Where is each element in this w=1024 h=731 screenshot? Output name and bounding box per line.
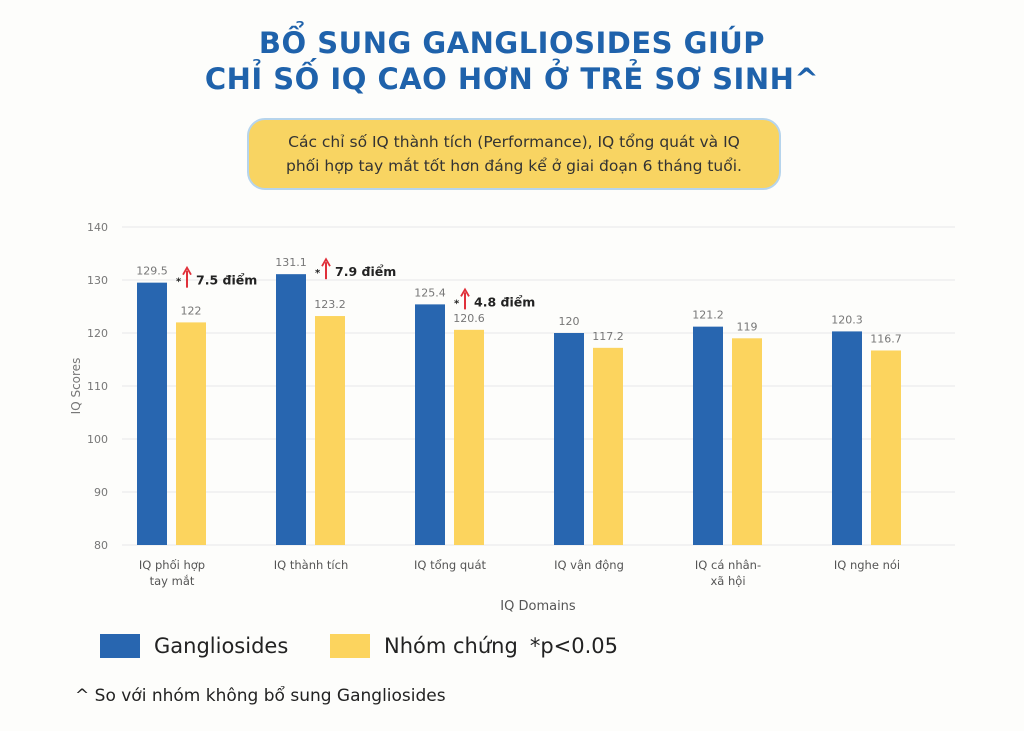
- legend-item-gangliosides: Gangliosides: [100, 634, 288, 658]
- data-label: 131.1: [275, 256, 307, 269]
- y-axis-title: IQ Scores: [69, 358, 83, 415]
- x-tick-label: IQ vận động: [554, 558, 624, 572]
- callout-line-2: phối hợp tay mắt tốt hơn đáng kể ở giai …: [286, 157, 742, 175]
- x-tick-label: xã hội: [710, 574, 745, 588]
- up-arrow-icon-head: [182, 265, 192, 276]
- bar-gangliosides: [415, 304, 445, 545]
- legend-swatch-yellow: [330, 634, 370, 658]
- legend-label: Nhóm chứng: [384, 634, 518, 658]
- data-label: 120.3: [831, 313, 863, 326]
- difference-annotation: 4.8 điểm: [474, 294, 535, 309]
- data-label: 117.2: [592, 330, 624, 343]
- x-axis-title: IQ Domains: [500, 599, 576, 614]
- significance-marker: *: [315, 268, 321, 279]
- bar-control: [454, 329, 484, 545]
- y-tick-label: 80: [94, 539, 108, 552]
- data-label: 121.2: [692, 309, 724, 322]
- bar-gangliosides: [554, 333, 584, 545]
- legend-label: Gangliosides: [154, 634, 289, 658]
- bar-control: [732, 338, 762, 545]
- data-label: 123.2: [314, 298, 346, 311]
- data-label: 116.7: [870, 332, 902, 345]
- data-label: 120.6: [453, 312, 485, 325]
- bar-control: [871, 350, 901, 545]
- y-tick-label: 90: [94, 486, 108, 499]
- bar-gangliosides: [693, 326, 723, 545]
- y-tick-label: 100: [87, 433, 108, 446]
- bar-control: [176, 322, 206, 545]
- y-tick-label: 110: [87, 380, 108, 393]
- legend-item-control: Nhóm chứng *p<0.05: [330, 634, 618, 658]
- legend-swatch-blue: [100, 634, 140, 658]
- up-arrow-icon-head: [460, 287, 470, 297]
- bar-control: [315, 316, 345, 545]
- difference-annotation: 7.9 điểm: [335, 264, 396, 279]
- bar-gangliosides: [276, 274, 306, 545]
- title-line-2: CHỈ SỐ IQ CAO HƠN Ở TRẺ SƠ SINH^: [204, 62, 820, 96]
- data-label: 129.5: [136, 265, 168, 278]
- data-label: 120: [559, 315, 580, 328]
- y-tick-label: 120: [87, 327, 108, 340]
- bar-gangliosides: [137, 282, 167, 545]
- x-tick-label: IQ cá nhân-: [695, 558, 761, 572]
- bar-control: [593, 347, 623, 545]
- bar-gangliosides: [832, 331, 862, 545]
- x-tick-label: IQ tổng quát: [414, 558, 487, 572]
- significance-marker: *: [176, 277, 182, 288]
- x-tick-label: IQ thành tích: [274, 558, 349, 572]
- x-tick-label: tay mắt: [150, 574, 195, 588]
- y-tick-label: 130: [87, 274, 108, 287]
- significance-marker: *: [454, 298, 460, 309]
- callout-line-1: Các chỉ số IQ thành tích (Performance), …: [288, 133, 740, 151]
- y-tick-label: 140: [87, 221, 108, 234]
- data-label: 125.4: [414, 286, 446, 299]
- x-tick-label: IQ phối hợp: [139, 558, 205, 572]
- x-tick-label: IQ nghe nói: [834, 558, 900, 572]
- data-label: 122: [181, 304, 202, 317]
- data-label: 119: [737, 320, 758, 333]
- callout-box: Các chỉ số IQ thành tích (Performance), …: [247, 118, 781, 190]
- significance-note: *p<0.05: [529, 634, 618, 658]
- footnote: ^ So với nhóm không bổ sung Gangliosides: [75, 686, 446, 706]
- up-arrow-icon-head: [321, 257, 331, 267]
- title-line-1: BỔ SUNG GANGLIOSIDES GIÚP: [258, 26, 766, 60]
- difference-annotation: 7.5 điểm: [196, 273, 257, 288]
